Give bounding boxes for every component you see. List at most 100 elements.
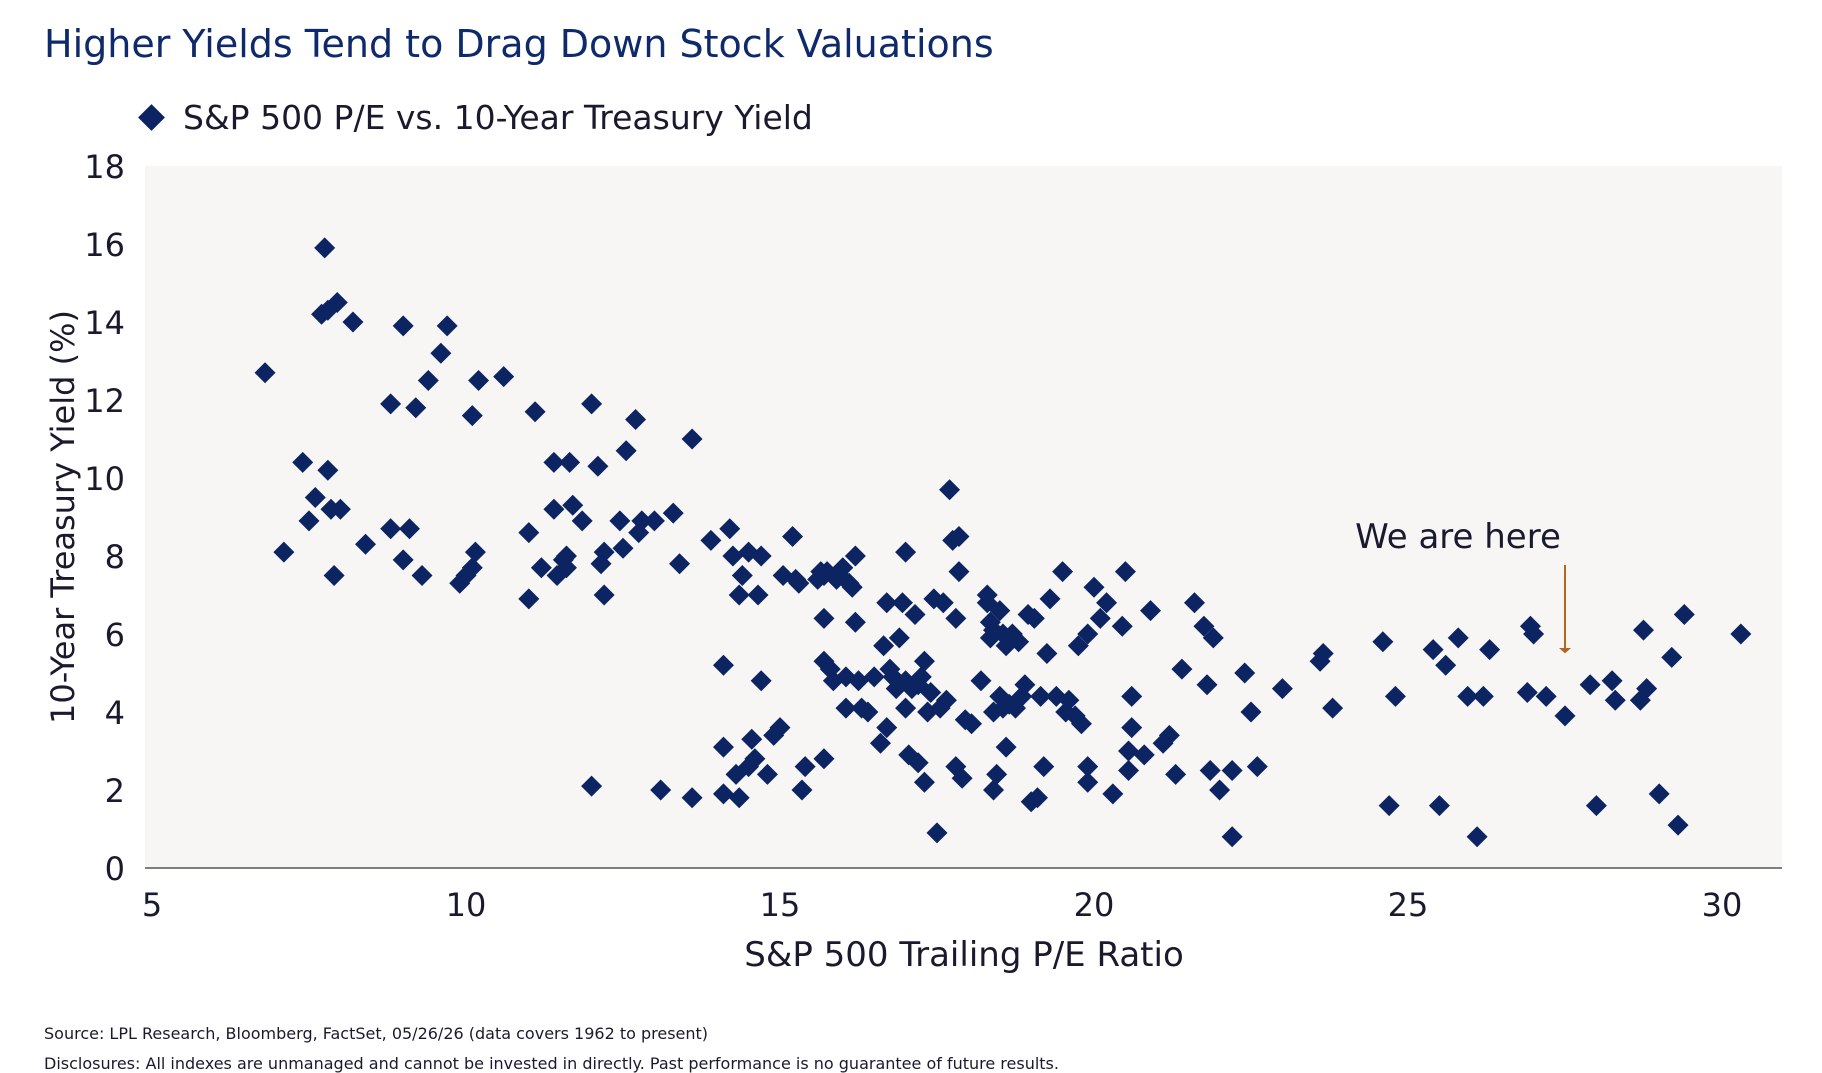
data-point <box>848 670 869 692</box>
x-tick-label: 30 <box>1702 886 1743 924</box>
data-point <box>1730 623 1752 645</box>
data-point <box>1447 627 1469 649</box>
y-axis-label: 10-Year Treasury Yield (%) <box>44 310 82 724</box>
data-point <box>612 537 634 559</box>
data-point <box>744 748 766 770</box>
data-point <box>543 451 565 473</box>
data-point <box>615 440 637 462</box>
data-point <box>436 315 458 337</box>
data-point <box>1246 756 1268 778</box>
data-point <box>712 736 734 758</box>
data-point <box>631 510 653 532</box>
data-point <box>681 428 703 450</box>
data-point <box>1322 697 1344 719</box>
data-point <box>961 713 983 735</box>
data-point <box>1077 756 1099 778</box>
data-point <box>1516 682 1538 703</box>
data-point <box>1140 600 1162 622</box>
y-tick-label: 8 <box>105 538 125 576</box>
data-point <box>1554 705 1576 727</box>
data-point <box>392 315 414 337</box>
data-point <box>1196 674 1218 696</box>
data-point <box>932 592 954 614</box>
data-point <box>518 588 540 610</box>
data-point <box>712 654 734 676</box>
data-point <box>1604 689 1626 711</box>
data-point <box>895 697 917 719</box>
data-point <box>782 526 804 547</box>
data-point <box>461 557 483 579</box>
data-point <box>1457 685 1479 707</box>
data-point <box>593 541 615 563</box>
data-point <box>1648 783 1670 805</box>
data-point <box>392 549 414 571</box>
x-axis-label: S&P 500 Trailing P/E Ratio <box>744 935 1184 975</box>
data-point <box>555 557 577 579</box>
data-point <box>863 666 885 688</box>
data-point <box>464 541 486 563</box>
data-point <box>1312 643 1334 664</box>
data-point <box>1026 787 1048 809</box>
data-point <box>876 717 898 739</box>
legend-label: S&P 500 P/E vs. 10-Year Treasury Yield <box>183 98 813 137</box>
data-point <box>1008 631 1030 653</box>
data-point <box>1472 685 1494 707</box>
data-point <box>1240 701 1262 723</box>
data-point <box>920 682 942 703</box>
data-point <box>722 545 744 567</box>
data-point <box>1118 740 1140 762</box>
data-point <box>1183 592 1205 614</box>
data-point <box>876 592 898 614</box>
data-point <box>562 494 584 516</box>
data-point <box>1435 654 1457 676</box>
data-point <box>1234 662 1256 684</box>
data-point <box>1378 795 1400 817</box>
x-tick-label: 25 <box>1388 886 1429 924</box>
data-point <box>1030 685 1052 707</box>
data-point <box>323 565 345 586</box>
data-point <box>555 545 577 567</box>
data-point <box>913 771 935 793</box>
data-point <box>559 451 581 473</box>
data-point <box>945 607 967 629</box>
y-tick-label: 18 <box>84 148 125 186</box>
data-point <box>1111 615 1133 637</box>
data-point <box>895 541 917 563</box>
data-point <box>1202 627 1224 649</box>
data-point <box>571 510 593 532</box>
data-point <box>844 611 866 633</box>
data-point <box>380 393 402 415</box>
data-point <box>750 670 772 692</box>
data-point <box>1033 756 1055 778</box>
data-point <box>581 393 603 415</box>
data-point <box>1165 763 1187 785</box>
legend: S&P 500 P/E vs. 10-Year Treasury Yield <box>138 98 813 137</box>
data-point <box>1384 685 1406 707</box>
data-point <box>1096 592 1118 614</box>
data-point <box>1133 744 1155 766</box>
y-axis-ticks: 0 2 4 6 8 10 12 14 16 18 <box>84 148 125 888</box>
data-point <box>935 689 957 711</box>
x-tick-label: 15 <box>760 886 801 924</box>
data-point <box>1089 607 1111 629</box>
data-point <box>593 584 615 606</box>
data-point <box>1535 685 1557 707</box>
x-tick-label: 20 <box>1074 886 1115 924</box>
data-point <box>1023 607 1045 629</box>
data-point <box>983 779 1005 801</box>
data-point <box>926 822 948 844</box>
data-point <box>995 736 1017 758</box>
data-point <box>314 237 336 259</box>
data-point <box>355 533 377 555</box>
data-point <box>948 526 970 547</box>
data-point <box>524 401 546 423</box>
data-point <box>719 518 741 540</box>
data-point <box>791 779 813 801</box>
data-point <box>518 522 540 544</box>
y-tick-label: 2 <box>105 772 125 810</box>
data-point <box>835 697 857 719</box>
data-point <box>712 783 734 805</box>
y-tick-label: 10 <box>84 460 125 498</box>
data-point <box>1221 760 1243 781</box>
